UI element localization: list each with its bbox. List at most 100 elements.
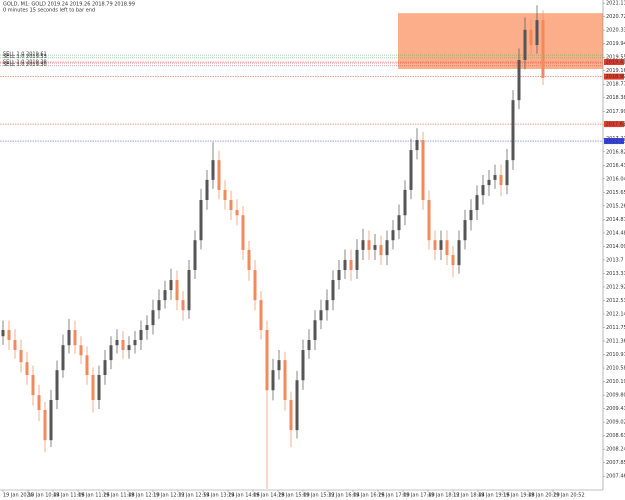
candle-body — [511, 100, 515, 161]
candle-body — [337, 269, 341, 281]
candle-body — [397, 215, 401, 231]
candle-body — [133, 340, 137, 346]
candle-body — [541, 20, 545, 78]
candle-body — [403, 189, 407, 216]
candle-body — [343, 259, 347, 270]
candle-body — [325, 300, 329, 311]
price-tag — [604, 138, 624, 145]
x-tick-label: 19 Jan 18:12 — [428, 493, 460, 499]
candle-body — [229, 199, 233, 211]
candle-body — [319, 310, 323, 321]
y-tick-label: 2012.92 — [606, 284, 625, 290]
y-tick-label: 2014.87 — [606, 217, 625, 223]
x-tick-label: 19 Jan 11:48 — [103, 493, 135, 499]
candle-body — [391, 230, 395, 241]
candle-body — [385, 240, 389, 256]
candle-body — [175, 280, 179, 301]
candle-body — [73, 329, 77, 346]
candle-body — [145, 325, 149, 330]
y-tick-label: 2018.77 — [606, 82, 625, 88]
candle-body — [109, 345, 113, 361]
candle-body — [241, 215, 245, 250]
candle-body — [223, 189, 227, 200]
candle-body — [163, 290, 167, 301]
candle-body — [493, 175, 497, 180]
y-tick-label: 2009.02 — [606, 420, 625, 426]
candle-body — [415, 140, 419, 151]
candle-body — [13, 340, 17, 351]
candle-body — [457, 240, 461, 266]
x-tick-label: 19 Jan 16:26 — [353, 493, 385, 499]
candle-body — [97, 375, 101, 400]
candle-body — [187, 269, 191, 311]
y-tick-label: 2015.65 — [606, 190, 625, 196]
candle-body — [433, 240, 437, 250]
candle-body — [139, 329, 143, 341]
candle-body — [451, 255, 455, 266]
price-tag — [604, 121, 624, 128]
candle-body — [481, 185, 485, 196]
x-tick-label: 19 Jan 11:26 — [78, 493, 110, 499]
y-tick-label: 2012.14 — [606, 312, 625, 318]
candle-body — [517, 59, 521, 101]
candle-body — [361, 240, 365, 250]
order-label: SELL 1.0 2019.61 — [3, 51, 47, 57]
candle-body — [31, 375, 35, 396]
candle-body — [535, 20, 539, 46]
x-tick-label: 19 Jan 10:44 — [28, 493, 60, 499]
price-tag — [604, 73, 624, 80]
y-tick-label: 2014.48 — [606, 230, 625, 236]
candle-body — [271, 370, 275, 391]
candle-body — [253, 269, 257, 301]
candle-body — [307, 340, 311, 351]
candle-body — [529, 29, 533, 46]
x-tick-label: 19 Jan 2024 — [3, 493, 33, 499]
plot-area — [0, 5, 603, 489]
bar-timer: 0 minutes 15 seconds left to bar end — [3, 8, 95, 14]
candle-body — [181, 300, 185, 311]
candle-body — [157, 300, 161, 311]
candle-body — [121, 340, 125, 351]
candle-body — [505, 160, 509, 186]
candle-body — [379, 245, 383, 256]
candle-body — [355, 249, 359, 270]
candle-body — [283, 360, 287, 400]
candle-body — [313, 320, 317, 341]
candle-body — [49, 399, 53, 441]
candle-body — [127, 345, 131, 351]
candle-body — [37, 395, 41, 411]
candle-body — [277, 360, 281, 371]
candle-body — [523, 29, 527, 60]
y-tick-label: 2009.80 — [606, 393, 625, 399]
x-tick-label: 19 Jan 12:54 — [178, 493, 210, 499]
candle-body — [409, 150, 413, 190]
y-tick-label: 2007.46 — [606, 474, 625, 480]
x-tick-label: 19 Jan 12:10 — [128, 493, 160, 499]
y-tick-label: 2014.09 — [606, 244, 625, 250]
y-tick-label: 2011.36 — [606, 339, 625, 345]
y-tick-label: 2020.33 — [606, 28, 625, 34]
y-tick-label: 2010.97 — [606, 352, 625, 358]
y-tick-label: 2013.7 — [606, 257, 624, 263]
candle-body — [199, 199, 203, 241]
y-tick-label: 2008.24 — [606, 447, 625, 453]
x-tick-label: 19 Jan 19:48 — [503, 493, 535, 499]
candle-body — [217, 160, 221, 190]
candle-body — [439, 240, 443, 250]
candle-body — [85, 355, 89, 376]
candle-body — [445, 240, 449, 256]
y-tick-label: 2012.53 — [606, 298, 625, 304]
x-tick-label: 19 Jan 11:06 — [53, 493, 85, 499]
price-tag — [604, 59, 624, 66]
price-tag-label: 2018.99 — [606, 74, 625, 80]
y-tick-label: 2011.75 — [606, 325, 625, 331]
x-tick-label: 19 Jan 20:52 — [553, 493, 585, 499]
price-tag-label: 2017.62 — [606, 122, 625, 128]
order-label: SELL 1.0 2019.53 — [3, 54, 47, 60]
supply-zone — [398, 13, 603, 69]
candle-body — [259, 300, 263, 330]
y-tick-label: 2017.99 — [606, 109, 625, 115]
x-tick-label: 19 Jan 14:28 — [253, 493, 285, 499]
